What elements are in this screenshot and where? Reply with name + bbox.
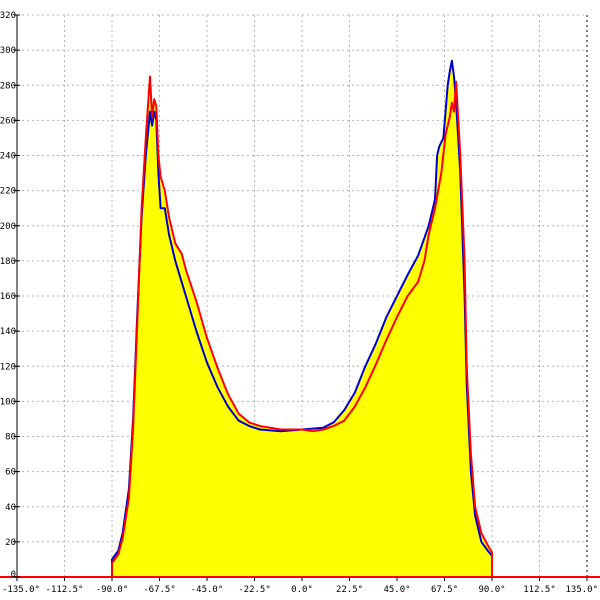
x-tick-label: 0.0°	[291, 585, 313, 595]
series-lines	[17, 59, 587, 578]
x-tick-label: -67.5°	[143, 585, 176, 595]
x-tick-label: 45.0°	[383, 585, 410, 595]
axes	[0, 14, 600, 581]
y-tick-label: 120	[0, 362, 16, 372]
y-tick-label: 0	[11, 570, 16, 580]
tick-labels: 0 20 40 60 80 100 120 140 160 180 200 220 240 260 280 3…	[0, 11, 598, 595]
x-tick-label: -135.0°	[2, 585, 40, 595]
area-fill	[17, 60, 587, 577]
series-line-0	[17, 59, 587, 578]
y-tick-label: 260	[0, 116, 16, 126]
x-tick-label: -45.0°	[191, 585, 224, 595]
x-tick-label: 22.5°	[336, 585, 363, 595]
y-tick-label: 320	[0, 11, 16, 21]
y-tick-label: 80	[5, 433, 16, 443]
y-tick-label: 300	[0, 46, 16, 56]
y-tick-label: 180	[0, 257, 16, 267]
y-tick-label: 160	[0, 292, 16, 302]
y-tick-label: 240	[0, 152, 16, 162]
x-tick-label: 112.5°	[523, 585, 556, 595]
y-tick-label: 60	[5, 468, 16, 478]
series-line-1	[17, 75, 587, 578]
grid	[17, 14, 588, 577]
y-tick-label: 140	[0, 327, 16, 337]
y-tick-label: 40	[5, 503, 16, 513]
x-tick-label: 67.5°	[431, 585, 458, 595]
x-tick-label: 135.0°	[565, 585, 598, 595]
y-tick-label: 200	[0, 222, 16, 232]
x-tick-label: -112.5°	[46, 585, 84, 595]
y-tick-label: 280	[0, 81, 16, 91]
y-tick-label: 220	[0, 187, 16, 197]
y-tick-label: 20	[5, 538, 16, 548]
y-tick-label: 100	[0, 397, 16, 407]
x-tick-label: -90.0°	[96, 585, 129, 595]
x-tick-label: -22.5°	[238, 585, 271, 595]
x-tick-label: 90.0°	[478, 585, 505, 595]
